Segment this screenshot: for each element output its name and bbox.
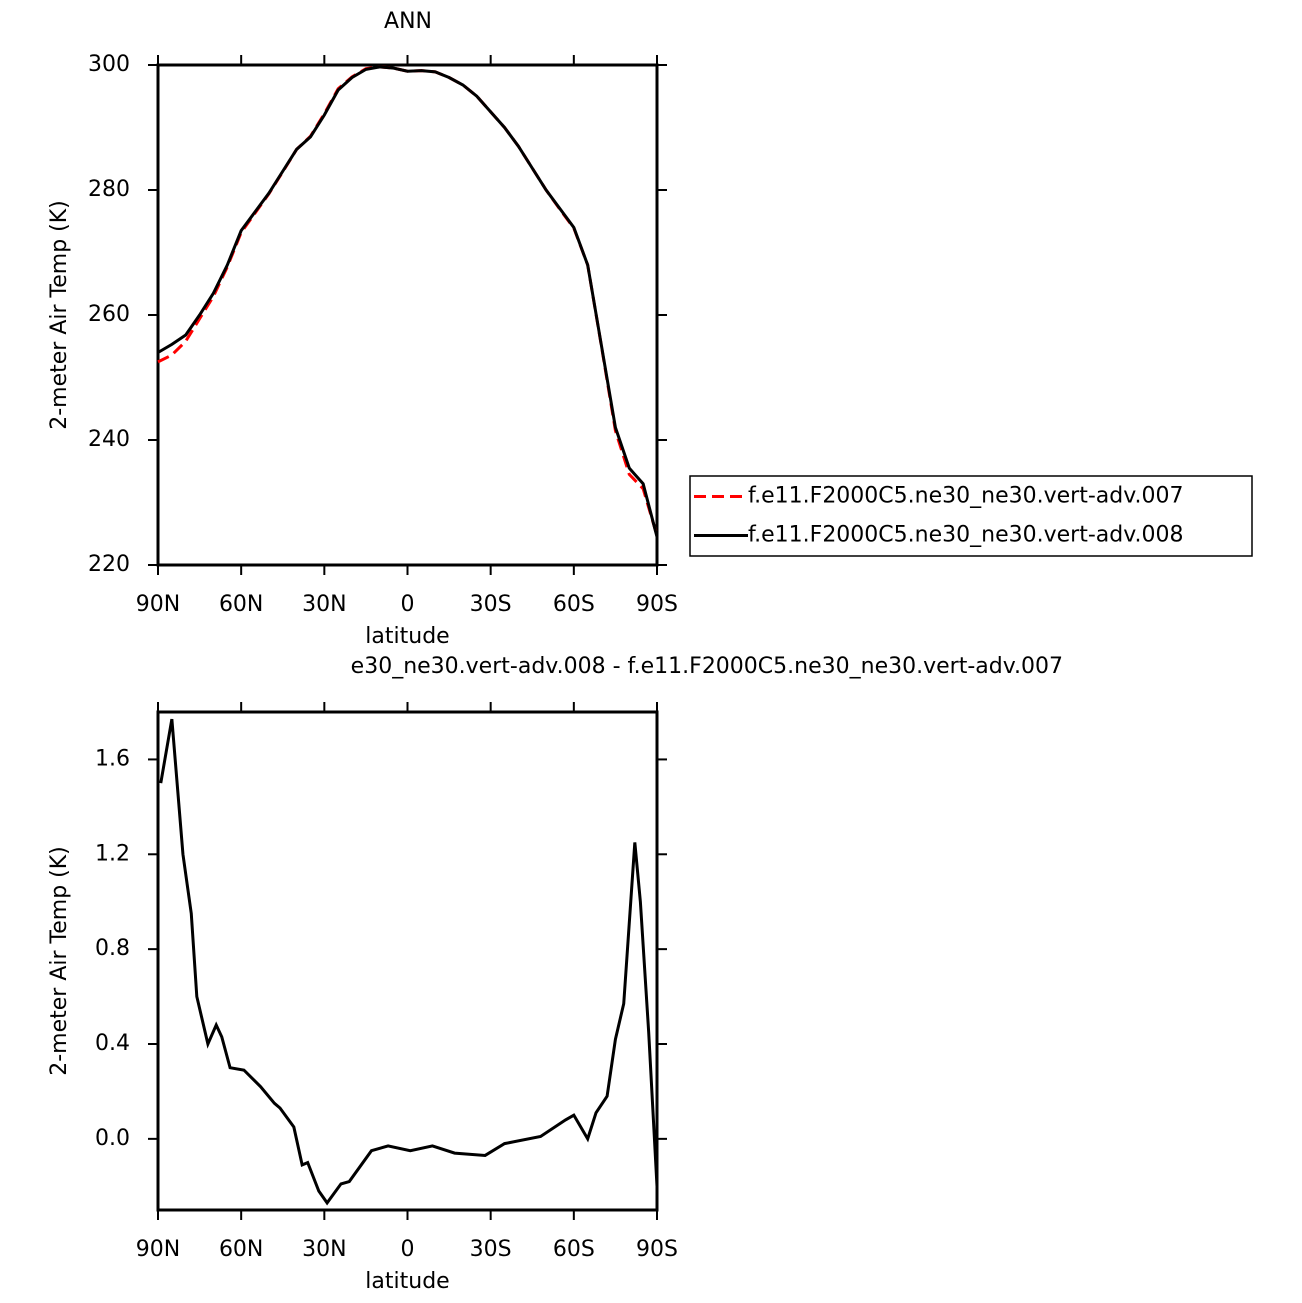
- x-axis-label: latitude: [365, 1269, 449, 1294]
- y-tick-label: 300: [88, 52, 130, 77]
- x-tick-label: 0: [401, 592, 415, 617]
- data-line: [157, 65, 659, 537]
- y-tick-label: 1.2: [95, 841, 130, 866]
- legend-box: [689, 475, 1253, 557]
- x-tick-label: 90S: [636, 1237, 678, 1262]
- y-axis-label: 2-meter Air Temp (K): [47, 846, 72, 1076]
- x-tick-label: 90N: [136, 1237, 180, 1262]
- y-tick-label: 240: [88, 427, 130, 452]
- chart-title: e30_ne30.vert-adv.008 - f.e11.F2000C5.ne…: [351, 654, 1063, 679]
- y-tick-label: 1.6: [95, 746, 130, 771]
- y-axis-label: 2-meter Air Temp (K): [47, 200, 72, 430]
- x-tick-label: 30S: [470, 1237, 512, 1262]
- legend-label: f.e11.F2000C5.ne30_ne30.vert-adv.007: [748, 484, 1184, 509]
- plot-frame: [156, 63, 659, 567]
- x-tick-label: 60S: [553, 1237, 595, 1262]
- data-line: [159, 718, 659, 1206]
- y-tick-label: 0.8: [95, 936, 130, 961]
- x-tick-label: 0: [401, 1237, 415, 1262]
- y-tick-label: 0.0: [95, 1126, 130, 1151]
- x-tick-label: 30S: [470, 592, 512, 617]
- data-line: [157, 65, 659, 538]
- x-tick-label: 60N: [219, 1237, 263, 1262]
- y-tick-label: 260: [88, 302, 130, 327]
- x-tick-label: 30N: [302, 592, 346, 617]
- legend-label: f.e11.F2000C5.ne30_ne30.vert-adv.008: [748, 523, 1184, 548]
- y-tick-label: 0.4: [95, 1031, 130, 1056]
- x-tick-label: 60N: [219, 592, 263, 617]
- y-tick-label: 280: [88, 177, 130, 202]
- x-tick-label: 90N: [136, 592, 180, 617]
- plot-frame: [156, 710, 659, 1212]
- x-tick-label: 30N: [302, 1237, 346, 1262]
- x-axis-label: latitude: [365, 624, 449, 649]
- y-tick-label: 220: [88, 552, 130, 577]
- chart-title: ANN: [384, 9, 432, 34]
- x-tick-label: 60S: [553, 592, 595, 617]
- x-tick-label: 90S: [636, 592, 678, 617]
